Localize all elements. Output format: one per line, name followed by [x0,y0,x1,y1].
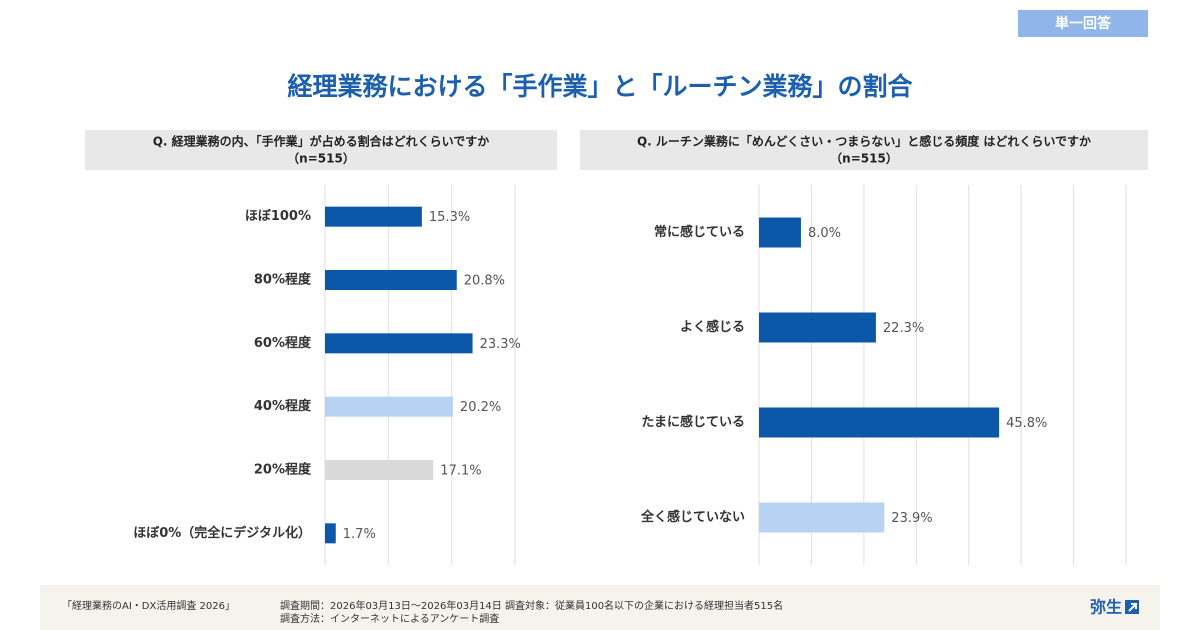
bar [759,502,885,533]
main-title: 経理業務における「手作業」と「ルーチン業務」の割合 [287,72,913,101]
question-bg [580,130,1148,170]
category-label: よく感じる [680,319,745,335]
bar [325,333,473,354]
bar [325,270,457,290]
value-label: 20.2% [460,400,501,415]
sample-size: （n=515） [287,151,355,166]
bar [325,523,336,544]
footer-bg [40,585,1160,630]
value-label: 45.8% [1006,416,1047,431]
footer-source: 「経理業務のAI・DX活用調査 2026」 [62,599,235,612]
value-label: 15.3% [429,210,470,225]
badge-bg [1018,10,1148,37]
value-label: 17.1% [440,464,481,479]
value-label: 8.0% [808,226,841,241]
category-label: 20%程度 [254,462,312,478]
value-label: 1.7% [343,527,376,542]
category-label: 40%程度 [254,398,312,414]
logo: 弥生 [1090,598,1122,617]
category-label: 常に感じている [654,224,745,240]
bar [759,312,876,343]
question-bg [85,130,557,170]
category-label: 80%程度 [254,272,312,288]
question: Q. ルーチン業務に「めんどくさい・つまらない」と感じる頻度 はどれくらいですか [637,134,1091,149]
category-label: 全く感じていない [640,509,745,525]
footer-method: 調査方法：インターネットによるアンケート調査 [280,612,499,625]
sample-size: （n=515） [830,151,898,166]
value-label: 23.3% [480,337,521,352]
logo-arrow [1128,603,1137,612]
question: Q. 経理業務の内、「手作業」が占める割合はどれくらいですか [153,134,490,149]
value-label: 23.9% [891,511,932,526]
bar [759,217,801,248]
value-label: 22.3% [883,321,924,336]
bar [325,396,453,417]
category-label: たまに感じている [641,414,745,430]
badge: 単一回答 [1055,15,1112,32]
category-label: 60%程度 [254,335,312,351]
category-label: ほぼ0%（完全にデジタル化） [133,525,311,541]
bar [325,460,434,480]
bar [325,206,422,227]
category-label: ほぼ100% [245,209,311,224]
bar [759,407,1000,438]
footer-period: 調査期間：2026年03月13日〜2026年03月14日 調査対象：従業員100… [280,599,783,612]
value-label: 20.8% [464,274,505,289]
